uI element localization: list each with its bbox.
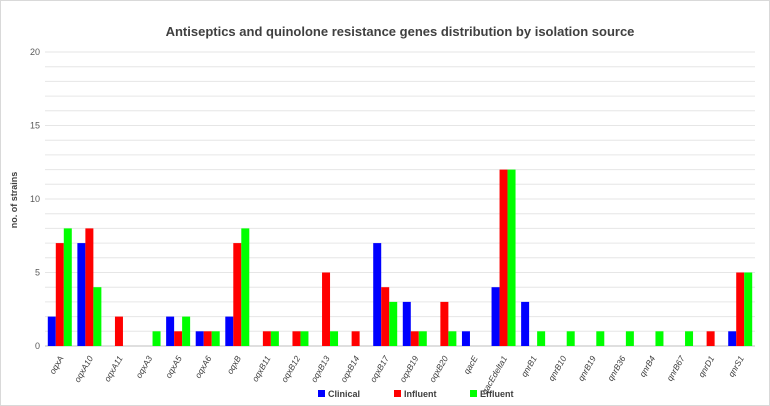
bar-effluent xyxy=(537,331,546,346)
bar-effluent xyxy=(389,301,398,346)
bar-clinical xyxy=(47,316,56,346)
grid xyxy=(45,51,755,347)
x-tick-label: qnrB67 xyxy=(664,354,687,383)
bar-effluent xyxy=(211,331,220,346)
x-tick-label: oqxA xyxy=(47,354,66,376)
y-tick-label: 10 xyxy=(30,194,40,204)
x-tick-label: oqxB xyxy=(225,354,244,376)
bar-influent xyxy=(706,331,715,346)
bar-influent xyxy=(499,169,508,346)
x-ticks: oqxA oqxA10 oqxA11 oqxA3 oqxA5 oqxA6 oqxB oqxB1… xyxy=(47,354,746,396)
bar-clinical xyxy=(77,243,86,346)
bar-clinical xyxy=(166,316,175,346)
bar-influent xyxy=(381,287,390,346)
y-tick-label: 15 xyxy=(30,121,40,131)
x-tick-label: oqxA3 xyxy=(134,354,155,380)
bar-influent xyxy=(85,228,94,346)
y-tick-label: 0 xyxy=(35,341,40,351)
legend-swatch-influent xyxy=(394,390,401,397)
bar-effluent xyxy=(744,272,753,346)
bar-clinical xyxy=(195,331,204,346)
bar-effluent xyxy=(685,331,694,346)
bar-effluent xyxy=(625,331,634,346)
bar-effluent xyxy=(182,316,191,346)
x-tick-label: oqxB12 xyxy=(279,354,302,384)
bar-clinical xyxy=(402,301,411,346)
bar-influent xyxy=(410,331,419,346)
legend-swatch-clinical xyxy=(318,390,325,397)
bar-clinical xyxy=(373,243,382,346)
bars xyxy=(47,169,753,346)
legend-label-effluent: Effluent xyxy=(480,389,514,399)
bar-clinical xyxy=(461,331,470,346)
bar-influent xyxy=(351,331,360,346)
x-tick-label: qnrB19 xyxy=(576,354,599,383)
chart-title: Antiseptics and quinolone resistance gen… xyxy=(166,24,635,39)
bar-effluent xyxy=(93,287,102,346)
y-ticks: 0 5 10 15 20 xyxy=(30,47,40,351)
bar-effluent xyxy=(566,331,575,346)
x-tick-label: oqxB14 xyxy=(338,354,361,384)
bar-effluent xyxy=(418,331,427,346)
bar-influent xyxy=(203,331,212,346)
y-tick-label: 5 xyxy=(35,268,40,278)
x-tick-label: oqxB17 xyxy=(368,354,391,384)
bar-clinical xyxy=(225,316,234,346)
x-tick-label: oqxA10 xyxy=(72,354,95,384)
bar-effluent xyxy=(448,331,457,346)
x-tick-label: oqxA5 xyxy=(163,354,184,380)
x-tick-label: qnrB4 xyxy=(637,354,657,379)
legend-swatch-effluent xyxy=(470,390,477,397)
bar-effluent xyxy=(507,169,516,346)
bar-effluent xyxy=(655,331,664,346)
legend-label-clinical: Clinical xyxy=(328,389,360,399)
x-tick-label: qnrS1 xyxy=(726,354,746,379)
y-axis-label: no. of strains xyxy=(9,172,19,229)
bar-influent xyxy=(114,316,123,346)
y-tick-label: 20 xyxy=(30,47,40,57)
legend-label-influent: Influent xyxy=(404,389,437,399)
x-tick-label: qnrB1 xyxy=(519,354,539,379)
bar-influent xyxy=(736,272,745,346)
legend: Clinical Influent Effluent xyxy=(318,389,514,399)
bar-effluent xyxy=(152,331,161,346)
bar-influent xyxy=(292,331,301,346)
x-tick-label: qnrD1 xyxy=(696,354,716,379)
x-tick-label: oqxA6 xyxy=(193,354,214,380)
bar-influent xyxy=(322,272,331,346)
bar-influent xyxy=(262,331,271,346)
x-tick-label: qacE xyxy=(461,354,480,376)
x-tick-label: oqxA11 xyxy=(102,354,125,384)
bar-influent xyxy=(440,301,449,346)
bar-influent xyxy=(174,331,183,346)
bar-clinical xyxy=(521,301,530,346)
bar-effluent xyxy=(300,331,309,346)
x-tick-label: qnrB10 xyxy=(546,354,569,383)
bar-effluent xyxy=(63,228,72,346)
bar-clinical xyxy=(491,287,500,346)
x-tick-label: oqxB11 xyxy=(250,354,273,384)
bar-effluent xyxy=(330,331,339,346)
bar-influent xyxy=(55,243,64,346)
x-tick-label: oqxB13 xyxy=(309,354,332,384)
bar-clinical xyxy=(728,331,737,346)
x-tick-label: oqxB20 xyxy=(427,354,450,384)
bar-influent xyxy=(233,243,242,346)
bar-effluent xyxy=(241,228,250,346)
bar-effluent xyxy=(596,331,605,346)
bar-effluent xyxy=(270,331,279,346)
x-tick-label: oqxB19 xyxy=(397,354,420,384)
x-tick-label: qnrB36 xyxy=(605,354,628,383)
